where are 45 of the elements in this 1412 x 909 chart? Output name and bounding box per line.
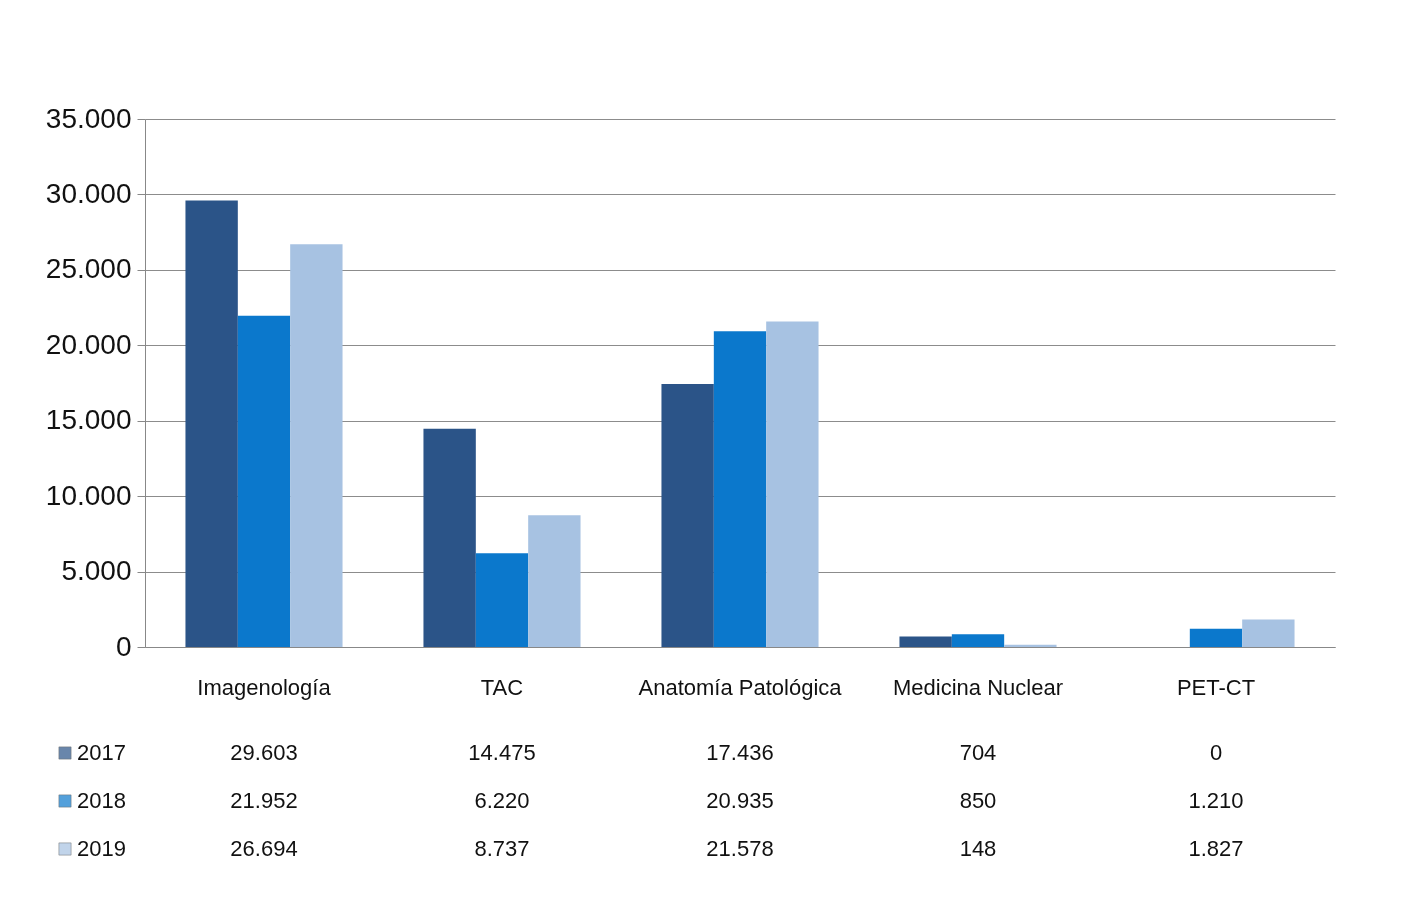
data-label: 20.935	[706, 788, 774, 813]
data-label: 21.578	[706, 836, 774, 861]
data-label: 0	[1209, 740, 1223, 765]
bar	[1189, 628, 1243, 647]
x-tick-label: Anatomía Patológica	[638, 674, 843, 700]
data-label: 1.827	[1188, 836, 1244, 861]
bar	[1242, 619, 1295, 647]
bar	[661, 383, 714, 647]
data-label: 850	[959, 788, 997, 813]
bar	[713, 331, 767, 647]
bar	[1004, 644, 1057, 647]
x-tick-label: Medicina Nuclear	[893, 674, 1063, 700]
bar	[951, 634, 1005, 647]
bar	[528, 515, 581, 647]
x-tick-label: TAC	[480, 674, 524, 700]
y-tick-label: 20.000	[45, 328, 132, 360]
x-tick-label: PET-CT	[1176, 674, 1256, 700]
legend-label: 2018	[77, 788, 126, 813]
bar	[766, 321, 819, 647]
data-label: 29.603	[230, 740, 298, 765]
bar	[423, 428, 476, 647]
y-tick-label: 25.000	[45, 253, 132, 285]
legend-label: 2017	[77, 740, 126, 765]
data-label: 8.737	[474, 836, 530, 861]
data-label: 21.952	[230, 788, 298, 813]
legend-label: 2019	[77, 836, 126, 861]
bar	[899, 636, 952, 647]
data-label: 704	[959, 740, 997, 765]
bar	[237, 315, 291, 647]
y-tick-label: 10.000	[45, 479, 132, 511]
data-label: 1.210	[1188, 788, 1244, 813]
bar	[185, 200, 238, 647]
y-tick-label: 35.000	[45, 102, 132, 134]
y-tick-label: 30.000	[45, 177, 132, 209]
x-tick-label: Imagenología	[197, 674, 332, 700]
bar	[290, 244, 343, 647]
data-label: 17.436	[706, 740, 774, 765]
y-tick-label: 0	[115, 630, 132, 662]
data-label: 6.220	[474, 788, 530, 813]
data-label: 148	[959, 836, 997, 861]
y-tick-label: 15.000	[45, 404, 132, 436]
y-tick-label: 5.000	[61, 555, 132, 587]
bar	[475, 553, 529, 647]
data-label: 14.475	[468, 740, 536, 765]
data-label: 26.694	[230, 836, 298, 861]
